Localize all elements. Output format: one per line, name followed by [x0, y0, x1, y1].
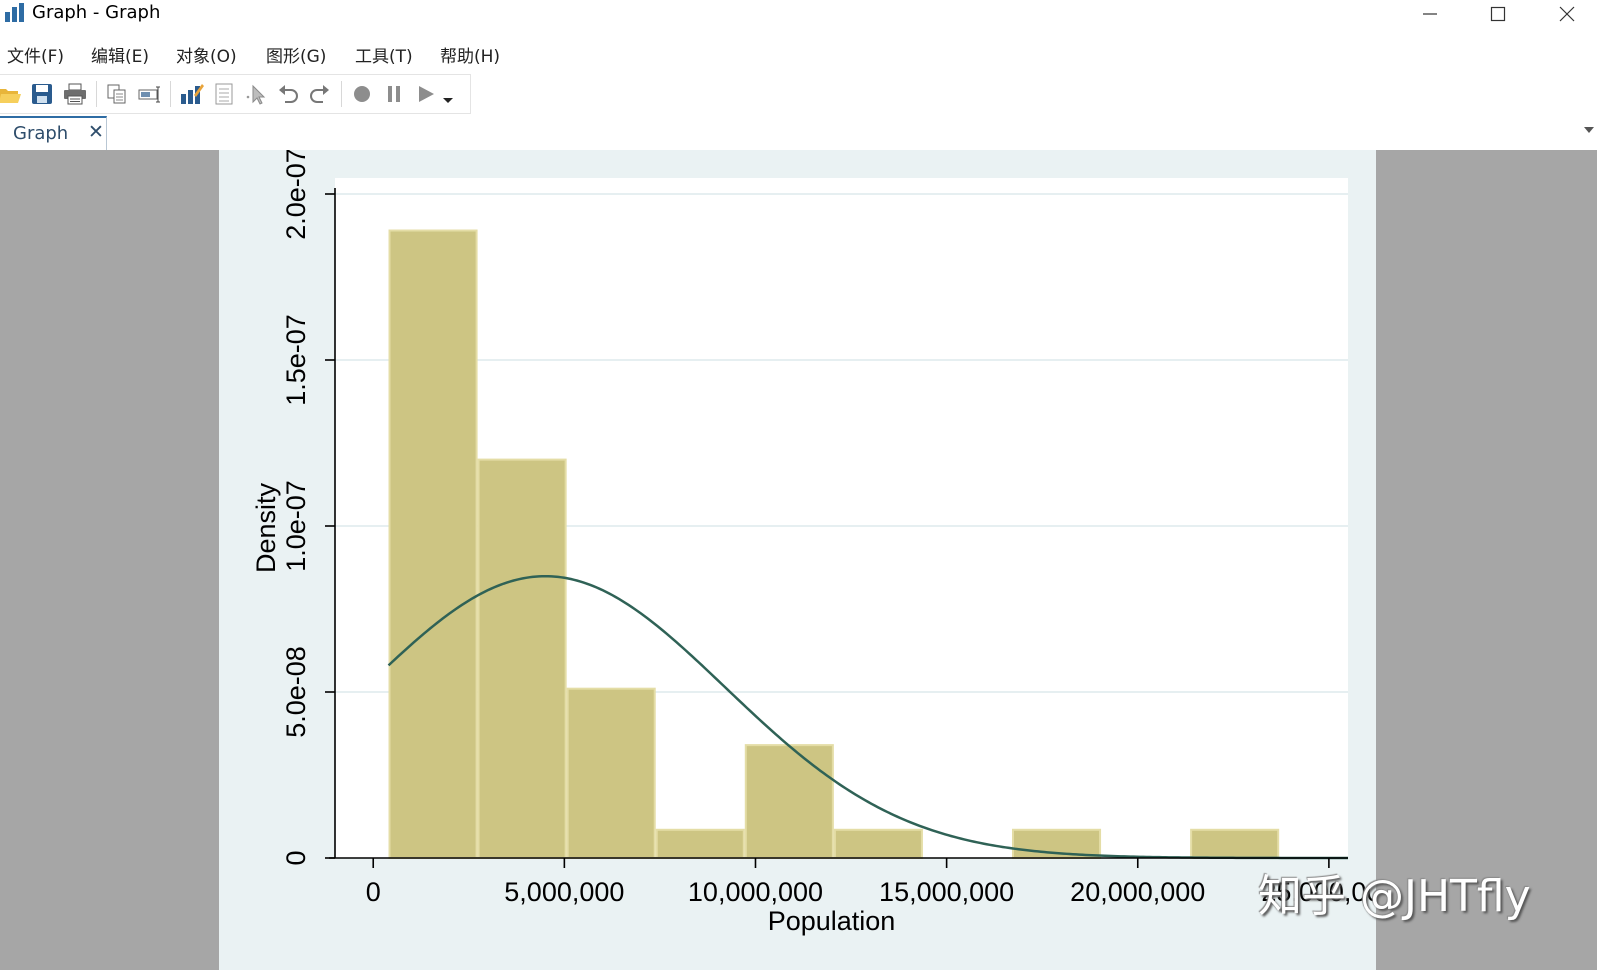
window-title: Graph - Graph — [32, 2, 161, 23]
print-button[interactable] — [63, 82, 87, 106]
tab-graph[interactable]: Graph ✕ — [0, 116, 107, 151]
data-editor-button[interactable] — [212, 82, 236, 106]
play-icon — [419, 86, 434, 102]
record-icon — [354, 86, 370, 102]
menu-help[interactable]: 帮助(H) — [440, 47, 501, 67]
toolbar-separator — [96, 81, 97, 107]
x-tick-label: 25,000,000 — [1261, 877, 1376, 907]
y-tick-label: 0 — [281, 850, 311, 865]
histogram-bar — [477, 458, 567, 859]
redo-icon — [310, 85, 329, 103]
y-tick-label: 2.0e-07 — [281, 150, 311, 240]
graph-editor-button[interactable] — [180, 82, 204, 106]
play-button[interactable] — [414, 82, 438, 106]
x-tick-label: 5,000,000 — [504, 877, 624, 907]
data-editor-icon — [215, 83, 233, 105]
tab-bar: Graph ✕ — [0, 116, 1597, 151]
toolbar-separator — [341, 81, 342, 107]
undo-icon — [279, 85, 298, 103]
graph-app-icon — [5, 3, 24, 22]
record-button[interactable] — [350, 82, 374, 106]
tab-dropdown-icon[interactable] — [1583, 126, 1595, 134]
pause-button[interactable] — [382, 82, 406, 106]
save-icon — [32, 84, 52, 104]
redo-button[interactable] — [308, 82, 332, 106]
close-window-button[interactable] — [1537, 0, 1597, 28]
histogram-bar — [744, 744, 834, 859]
toolbar-separator — [170, 81, 171, 107]
maximize-icon — [1490, 6, 1506, 22]
menu-tools[interactable]: 工具(T) — [355, 47, 413, 67]
histogram-bar — [655, 828, 745, 860]
graph-canvas[interactable]: 0 5.0e-08 1.0e-07 1.5e-07 2.0e-07 0 5,000,000 1… — [219, 150, 1376, 970]
histogram-bar — [833, 828, 923, 860]
open-button[interactable] — [0, 82, 22, 106]
x-tick-label: 10,000,000 — [688, 877, 823, 907]
copy-button[interactable] — [105, 82, 129, 106]
save-button[interactable] — [30, 82, 54, 106]
dropdown-icon — [443, 98, 453, 103]
graph-editor-icon — [181, 84, 204, 104]
histogram-bar — [1011, 828, 1102, 860]
x-axis-title: Population — [768, 906, 896, 936]
title-bar: Graph - Graph — [0, 0, 1597, 28]
watermark: 知乎 @JHTfly — [1258, 871, 1531, 922]
play-dropdown-button[interactable] — [440, 82, 456, 106]
menu-bar: 文件(F) 编辑(E) 对象(O) 图形(G) 工具(T) 帮助(H) — [0, 36, 1597, 70]
pointer-button[interactable] — [244, 82, 268, 106]
menu-edit[interactable]: 编辑(E) — [91, 47, 150, 67]
tab-close-button[interactable]: ✕ — [88, 121, 104, 143]
x-tick-label: 15,000,000 — [879, 877, 1014, 907]
rename-icon — [138, 86, 160, 103]
rename-button[interactable] — [138, 82, 162, 106]
menu-file[interactable]: 文件(F) — [7, 47, 65, 67]
pointer-icon — [246, 84, 266, 105]
histogram-bar — [388, 229, 478, 859]
histogram-bar — [566, 687, 656, 859]
y-tick-label: 1.0e-07 — [281, 480, 311, 572]
histogram-bar — [1190, 828, 1280, 860]
minimize-button[interactable] — [1400, 0, 1460, 28]
y-tick-label: 1.5e-07 — [281, 314, 311, 406]
open-icon — [0, 89, 21, 103]
pause-icon — [388, 86, 400, 102]
undo-button[interactable] — [276, 82, 300, 106]
print-icon — [64, 83, 86, 105]
y-tick-label: 5.0e-08 — [281, 646, 311, 738]
tab-label: Graph — [13, 123, 69, 144]
close-icon — [1559, 6, 1575, 22]
toolbar — [0, 74, 471, 114]
minimize-icon — [1423, 13, 1437, 15]
menu-graph[interactable]: 图形(G) — [266, 47, 327, 67]
maximize-button[interactable] — [1468, 0, 1528, 28]
x-tick-label: 0 — [366, 877, 381, 907]
copy-icon — [107, 84, 126, 104]
x-tick-label: 20,000,000 — [1070, 877, 1205, 907]
y-axis-title: Density — [251, 482, 281, 573]
menu-object[interactable]: 对象(O) — [176, 47, 237, 67]
